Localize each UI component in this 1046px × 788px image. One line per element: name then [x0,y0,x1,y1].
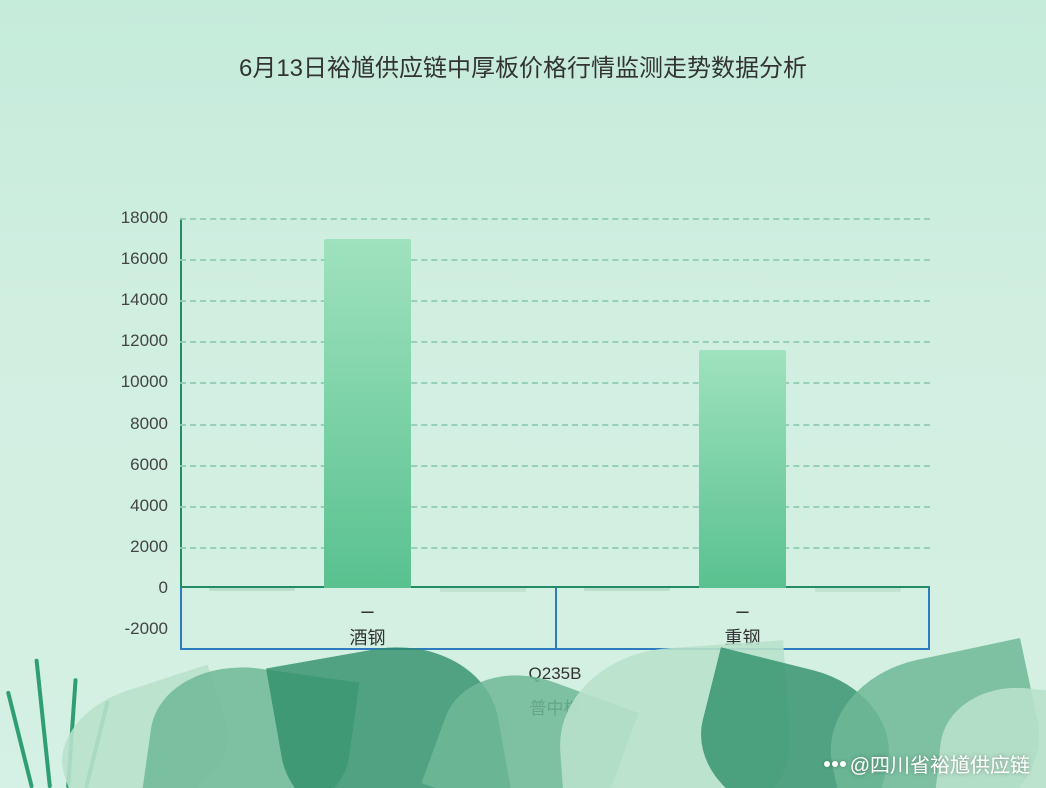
gridline [180,465,930,467]
y-tick-label: 12000 [121,331,168,351]
gridline [180,424,930,426]
y-tick-label: 16000 [121,249,168,269]
bar [324,239,410,588]
group-dash-1: – [736,598,748,624]
chart-title: 6月13日裕馗供应链中厚板价格行情监测走势数据分析 [0,48,1046,83]
group-dash-0: – [361,598,373,624]
y-tick-label: 6000 [130,455,168,475]
y-tick-label: 4000 [130,496,168,516]
bar [699,350,785,588]
y-tick-label: 10000 [121,372,168,392]
gridline [180,300,930,302]
plot-area: -200002000400060008000100001200014000160… [180,218,930,588]
watermark: @四川省裕馗供应链 [824,749,1030,778]
y-tick-label: 14000 [121,290,168,310]
watermark-text: @四川省裕馗供应链 [850,749,1030,778]
group-label-0: 酒钢 [350,624,386,650]
gridline [180,506,930,508]
gridline [180,218,930,220]
gridline [180,547,930,549]
gridline [180,341,930,343]
x-category-divider [555,588,557,650]
y-tick-label: 8000 [130,414,168,434]
gridline [180,382,930,384]
y-tick-label: 0 [159,578,168,598]
y-tick-label: 18000 [121,208,168,228]
gridline [180,259,930,261]
y-tick-label: 2000 [130,537,168,557]
paw-icon [824,761,846,767]
y-tick-label: -2000 [125,619,168,639]
y-axis-line [180,218,182,588]
